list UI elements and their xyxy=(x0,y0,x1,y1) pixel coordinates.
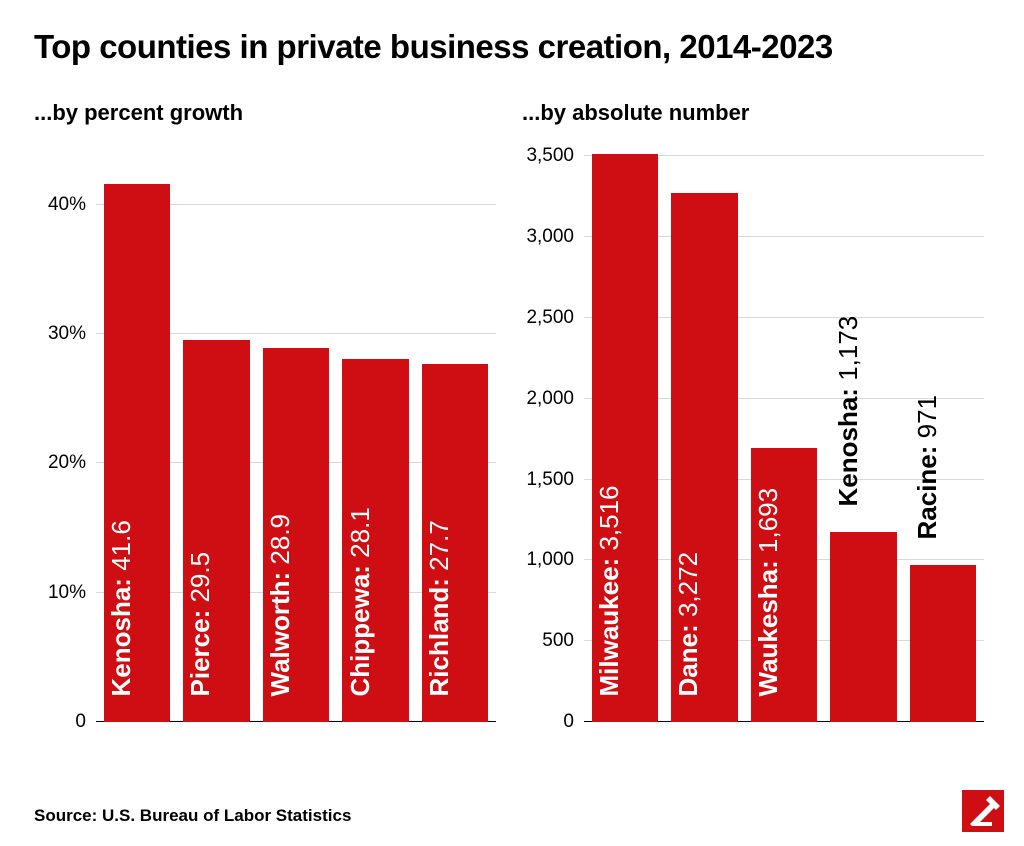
left-bar-label: Kenosha: 41.6 xyxy=(106,520,137,696)
left-subtitle: ...by percent growth xyxy=(34,100,502,126)
left-bar-label: Richland: 27.7 xyxy=(424,520,455,696)
right-bar-label: Milwaukee: 3,516 xyxy=(594,485,625,696)
right-bars: Milwaukee: 3,516 Dane: 3,272 Waukesha: 1,6… xyxy=(584,140,984,722)
left-ytick-label: 30% xyxy=(48,323,86,345)
left-bar-slot: Pierce: 29.5 xyxy=(180,140,254,722)
right-ytick-label: 500 xyxy=(542,630,574,652)
left-ytick-label: 10% xyxy=(48,582,86,604)
right-bar-slot: Kenosha: 1,173 xyxy=(827,140,901,722)
right-bar-label: Kenosha: 1,173 xyxy=(833,316,864,507)
left-plot-wrap: 0 10% 20% 30% 40% Kenosha: 41.6 Pierce: 29.5 Wa… xyxy=(34,140,502,750)
right-bar-slot: Milwaukee: 3,516 xyxy=(588,140,662,722)
left-bars: Kenosha: 41.6 Pierce: 29.5 Walworth: 28.9 C… xyxy=(96,140,496,722)
right-plot: 05001,0001,5002,0002,5003,0003,500Milwau… xyxy=(584,140,984,722)
right-bar xyxy=(910,565,976,722)
right-ytick-label: 1,000 xyxy=(526,549,574,571)
right-ytick-label: 3,500 xyxy=(526,145,574,167)
right-bar-label: Racine: 971 xyxy=(912,395,943,540)
right-ytick-label: 2,000 xyxy=(526,388,574,410)
right-subtitle: ...by absolute number xyxy=(522,100,990,126)
right-chart-panel: ...by absolute number 0 500 1,000 1,500 2,00… xyxy=(522,100,990,750)
page-title: Top counties in private business creatio… xyxy=(34,28,990,66)
left-bar-label: Pierce: 29.5 xyxy=(185,552,216,697)
right-ytick-label: 1,500 xyxy=(526,469,574,491)
right-bar xyxy=(830,532,896,722)
left-bar-slot: Walworth: 28.9 xyxy=(259,140,333,722)
right-bar-slot: Waukesha: 1,693 xyxy=(747,140,821,722)
chart-container: Top counties in private business creatio… xyxy=(0,0,1024,750)
right-ytick-label: 2,500 xyxy=(526,307,574,329)
left-bar-label: Chippewa: 28.1 xyxy=(345,507,376,696)
left-plot: 010%20%30%40%Kenosha: 41.6Pierce: 29.5Wa… xyxy=(96,140,496,722)
left-bar-slot: Kenosha: 41.6 xyxy=(100,140,174,722)
right-ytick-label: 3,000 xyxy=(526,226,574,248)
source-caption: Source: U.S. Bureau of Labor Statistics xyxy=(34,806,351,826)
left-bar-slot: Richland: 27.7 xyxy=(418,140,492,722)
right-bar-slot: Racine: 971 xyxy=(906,140,980,722)
left-bar-label: Walworth: 28.9 xyxy=(265,514,296,697)
charts-row: ...by percent growth 0 10% 20% 30% 40% Kenosh… xyxy=(34,100,990,750)
left-bar-slot: Chippewa: 28.1 xyxy=(339,140,413,722)
right-plot-wrap: 0 500 1,000 1,500 2,000 2,500 3,000 3,500 Milwau… xyxy=(522,140,990,750)
right-bar-slot: Dane: 3,272 xyxy=(668,140,742,722)
right-ytick-label: 0 xyxy=(563,711,574,733)
left-ytick-label: 40% xyxy=(48,194,86,216)
left-ytick-label: 0 xyxy=(75,711,86,733)
right-bar-label: Waukesha: 1,693 xyxy=(753,488,784,697)
brand-logo-icon xyxy=(962,790,1004,832)
right-bar-label: Dane: 3,272 xyxy=(673,552,704,697)
left-ytick-label: 20% xyxy=(48,452,86,474)
left-chart-panel: ...by percent growth 0 10% 20% 30% 40% Kenosh… xyxy=(34,100,502,750)
